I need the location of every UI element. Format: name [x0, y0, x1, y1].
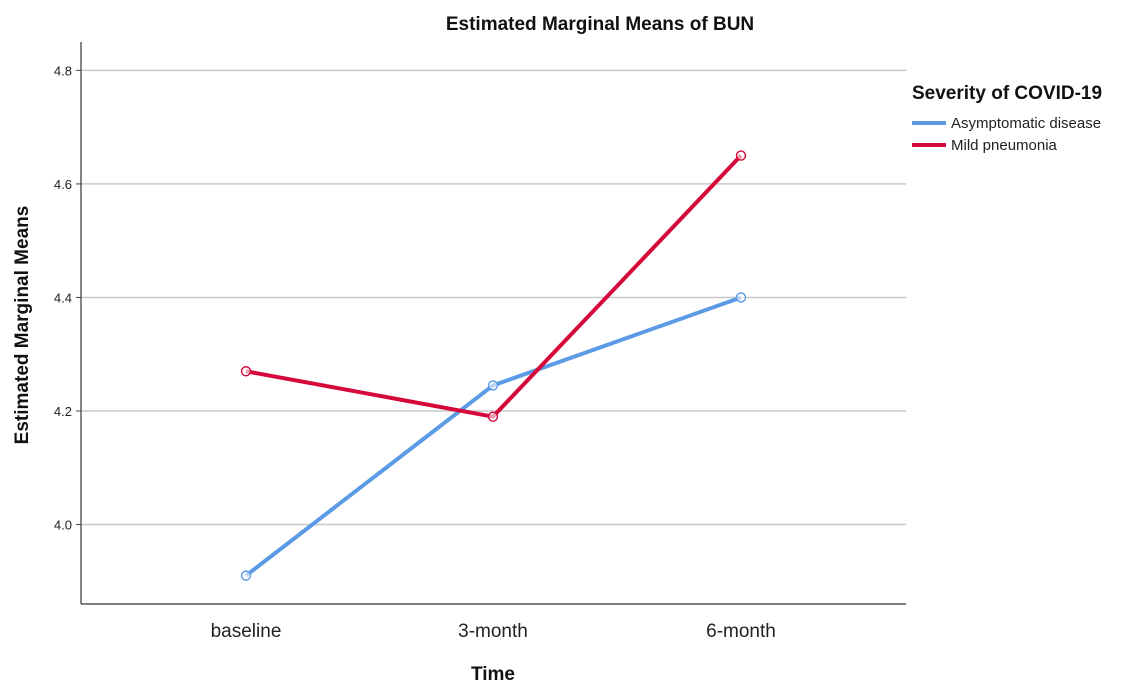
x-tick-label: 3-month [458, 621, 528, 642]
y-tick-label: 4.2 [54, 404, 72, 419]
x-axis-title: Time [471, 664, 515, 685]
data-point [735, 150, 747, 161]
data-point [240, 366, 252, 377]
gridlines [81, 69, 906, 526]
data-point [240, 570, 252, 581]
legend-label: Mild pneumonia [951, 137, 1058, 154]
series-line-0 [244, 295, 742, 578]
legend-title: Severity of COVID-19 [912, 83, 1102, 104]
y-axis-title: Estimated Marginal Means [12, 206, 33, 445]
y-tick-label: 4.0 [54, 518, 72, 533]
y-axis-ticks: 4.0 4.2 4.4 4.6 4.8 [54, 63, 81, 533]
data-point [487, 380, 499, 391]
x-tick-label: 6-month [706, 621, 776, 642]
axes [80, 42, 906, 605]
series-line-1 [245, 154, 743, 419]
chart-title: Estimated Marginal Means of BUN [446, 14, 754, 35]
x-tick-label: baseline [211, 621, 282, 642]
series-group [240, 150, 747, 581]
legend-label: Asymptomatic disease [951, 115, 1101, 132]
x-axis-ticks: baseline 3-month 6-month [211, 621, 776, 642]
data-point [487, 411, 499, 422]
y-tick-label: 4.8 [54, 63, 72, 78]
data-point [735, 292, 747, 303]
legend: Severity of COVID-19 Asymptomatic diseas… [912, 83, 1102, 154]
y-tick-label: 4.4 [54, 290, 72, 305]
y-tick-label: 4.6 [54, 177, 72, 192]
